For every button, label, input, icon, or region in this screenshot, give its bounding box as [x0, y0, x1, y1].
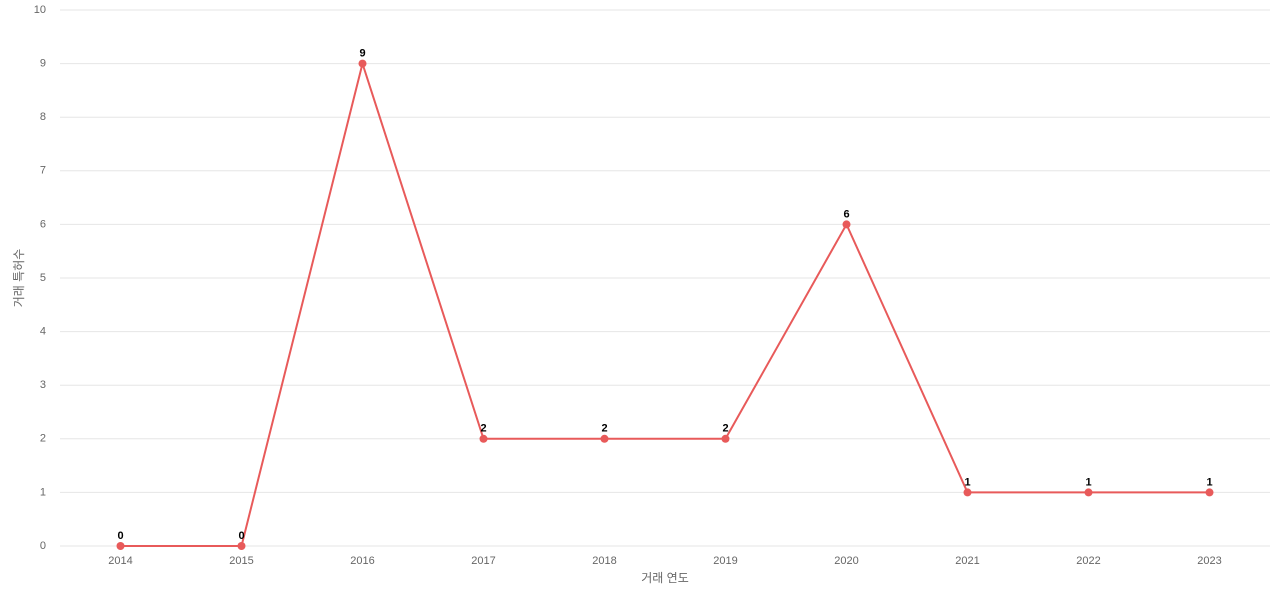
x-tick-label: 2018: [592, 555, 616, 567]
data-label: 0: [238, 530, 244, 542]
point: [479, 434, 488, 443]
y-tick-label: 2: [40, 433, 46, 445]
data-label: 9: [359, 48, 365, 60]
point: [358, 59, 367, 68]
x-tick-label: 2014: [108, 555, 132, 567]
x-tick-label: 2017: [471, 555, 495, 567]
y-tick-label: 0: [40, 540, 46, 552]
x-tick-label: 2016: [350, 555, 374, 567]
y-axis-title: 거래 특허수: [12, 249, 26, 308]
data-label: 1: [1206, 476, 1212, 488]
x-tick-label: 2023: [1197, 555, 1221, 567]
data-label: 1: [1085, 476, 1091, 488]
data-label: 0: [117, 530, 123, 542]
y-tick-label: 4: [40, 326, 46, 338]
point: [1084, 488, 1093, 497]
x-tick-label: 2015: [229, 555, 253, 567]
y-tick-label: 6: [40, 218, 46, 230]
data-label: 2: [722, 423, 728, 435]
data-label: 2: [480, 423, 486, 435]
y-tick-label: 5: [40, 272, 46, 284]
data-label: 2: [601, 423, 607, 435]
y-tick-label: 10: [34, 4, 46, 16]
data-label: 1: [964, 476, 970, 488]
data-label: 6: [843, 208, 849, 220]
point: [237, 542, 246, 550]
y-tick-label: 7: [40, 165, 46, 177]
y-tick-label: 8: [40, 111, 46, 123]
x-tick-label: 2022: [1076, 555, 1100, 567]
point: [842, 220, 851, 229]
point: [116, 542, 125, 550]
y-tick-label: 9: [40, 58, 46, 70]
x-tick-label: 2019: [713, 555, 737, 567]
line: [120, 59, 1210, 547]
point: [600, 434, 609, 443]
point: [1205, 488, 1214, 497]
point: [963, 488, 972, 497]
y-tick-label: 1: [40, 486, 46, 498]
x-tick-label: 2020: [834, 555, 858, 567]
y-tick-label: 3: [40, 379, 46, 391]
x-tick-label: 2021: [955, 555, 979, 567]
point: [721, 434, 730, 443]
x-axis-title: 거래 연도: [641, 571, 689, 585]
